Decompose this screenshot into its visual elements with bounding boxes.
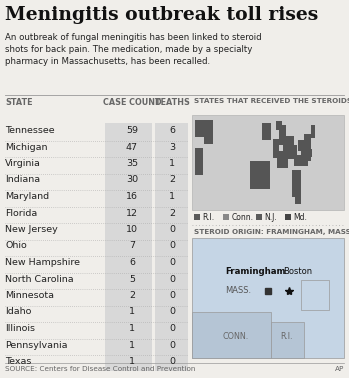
Text: Maryland: Maryland: [5, 192, 49, 201]
Text: STATE: STATE: [5, 98, 32, 107]
Text: 2: 2: [169, 175, 175, 184]
Bar: [285, 214, 291, 220]
Text: 59: 59: [126, 126, 138, 135]
Bar: [302, 280, 329, 310]
Bar: [294, 155, 307, 166]
Bar: [271, 322, 304, 358]
Text: 3: 3: [169, 143, 175, 152]
Text: 47: 47: [126, 143, 138, 152]
Text: MASS.: MASS.: [225, 286, 252, 295]
Bar: [295, 191, 302, 204]
Bar: [195, 148, 203, 175]
Text: 7: 7: [129, 242, 135, 251]
Text: Virginia: Virginia: [5, 159, 41, 168]
Text: 0: 0: [169, 307, 175, 316]
Bar: [204, 120, 213, 144]
Text: 0: 0: [169, 242, 175, 251]
Text: R.I.: R.I.: [202, 212, 214, 222]
Text: 2: 2: [129, 291, 135, 300]
Text: 2: 2: [169, 209, 175, 217]
Bar: [277, 151, 288, 168]
Text: Pennsylvania: Pennsylvania: [5, 341, 67, 350]
Bar: [192, 312, 271, 358]
Text: New Jersey: New Jersey: [5, 225, 58, 234]
Text: R.I.: R.I.: [280, 332, 293, 341]
Text: Indiana: Indiana: [5, 175, 40, 184]
Text: 6: 6: [169, 126, 175, 135]
Text: N.J.: N.J.: [264, 212, 277, 222]
Text: 30: 30: [126, 175, 138, 184]
Bar: [279, 124, 286, 146]
Bar: [192, 115, 344, 210]
Text: Michigan: Michigan: [5, 143, 47, 152]
Text: 0: 0: [169, 357, 175, 366]
Text: 1: 1: [129, 357, 135, 366]
Text: CASE COUNT: CASE COUNT: [103, 98, 161, 107]
Text: 0: 0: [169, 274, 175, 284]
Text: 16: 16: [126, 192, 138, 201]
Text: SOURCE: Centers for Disease Control and Prevention: SOURCE: Centers for Disease Control and …: [5, 366, 195, 372]
Text: 1: 1: [169, 192, 175, 201]
Bar: [304, 134, 311, 161]
Text: North Carolina: North Carolina: [5, 274, 74, 284]
Bar: [262, 122, 271, 140]
Bar: [256, 214, 262, 220]
Text: 0: 0: [169, 225, 175, 234]
Text: 0: 0: [169, 341, 175, 350]
Text: 10: 10: [126, 225, 138, 234]
Bar: [292, 170, 302, 197]
Text: Meningitis outbreak toll rises: Meningitis outbreak toll rises: [5, 6, 318, 24]
Text: Idaho: Idaho: [5, 307, 31, 316]
Text: Texas: Texas: [5, 357, 31, 366]
Text: An outbreak of fungal meningitis has been linked to steroid
shots for back pain.: An outbreak of fungal meningitis has bee…: [5, 33, 262, 66]
Bar: [250, 161, 269, 189]
Bar: [304, 149, 312, 157]
Text: 1: 1: [129, 324, 135, 333]
Text: Illinois: Illinois: [5, 324, 35, 333]
Text: Ohio: Ohio: [5, 242, 27, 251]
Bar: [298, 140, 307, 151]
Text: CONN.: CONN.: [222, 332, 248, 341]
Bar: [223, 214, 229, 220]
Bar: [195, 120, 204, 137]
Text: Boston: Boston: [283, 267, 312, 276]
Text: 5: 5: [129, 274, 135, 284]
Text: Florida: Florida: [5, 209, 37, 217]
Text: 12: 12: [126, 209, 138, 217]
Text: 1: 1: [129, 341, 135, 350]
Bar: [192, 238, 344, 358]
Text: 6: 6: [129, 258, 135, 267]
Text: STEROID ORIGIN: FRAMINGHAM, MASS.: STEROID ORIGIN: FRAMINGHAM, MASS.: [194, 229, 349, 235]
Text: Tennessee: Tennessee: [5, 126, 55, 135]
Bar: [302, 146, 309, 159]
Text: 0: 0: [169, 291, 175, 300]
Bar: [283, 136, 294, 151]
Bar: [288, 146, 297, 159]
Text: New Hampshire: New Hampshire: [5, 258, 80, 267]
Bar: [105, 123, 152, 370]
Bar: [276, 121, 282, 130]
Bar: [194, 214, 200, 220]
Text: Minnesota: Minnesota: [5, 291, 54, 300]
Text: Md.: Md.: [294, 212, 307, 222]
Text: 1: 1: [169, 159, 175, 168]
Text: STATES THAT RECEIVED THE STEROIDS: STATES THAT RECEIVED THE STEROIDS: [194, 98, 349, 104]
Bar: [155, 123, 188, 370]
Text: Framingham: Framingham: [225, 267, 286, 276]
Bar: [311, 124, 315, 138]
Text: 35: 35: [126, 159, 138, 168]
Text: 0: 0: [169, 324, 175, 333]
Bar: [273, 139, 279, 158]
Text: 0: 0: [169, 258, 175, 267]
Text: Conn.: Conn.: [231, 212, 253, 222]
Text: DEATHS: DEATHS: [154, 98, 190, 107]
Text: 1: 1: [129, 307, 135, 316]
Text: AP: AP: [335, 366, 344, 372]
